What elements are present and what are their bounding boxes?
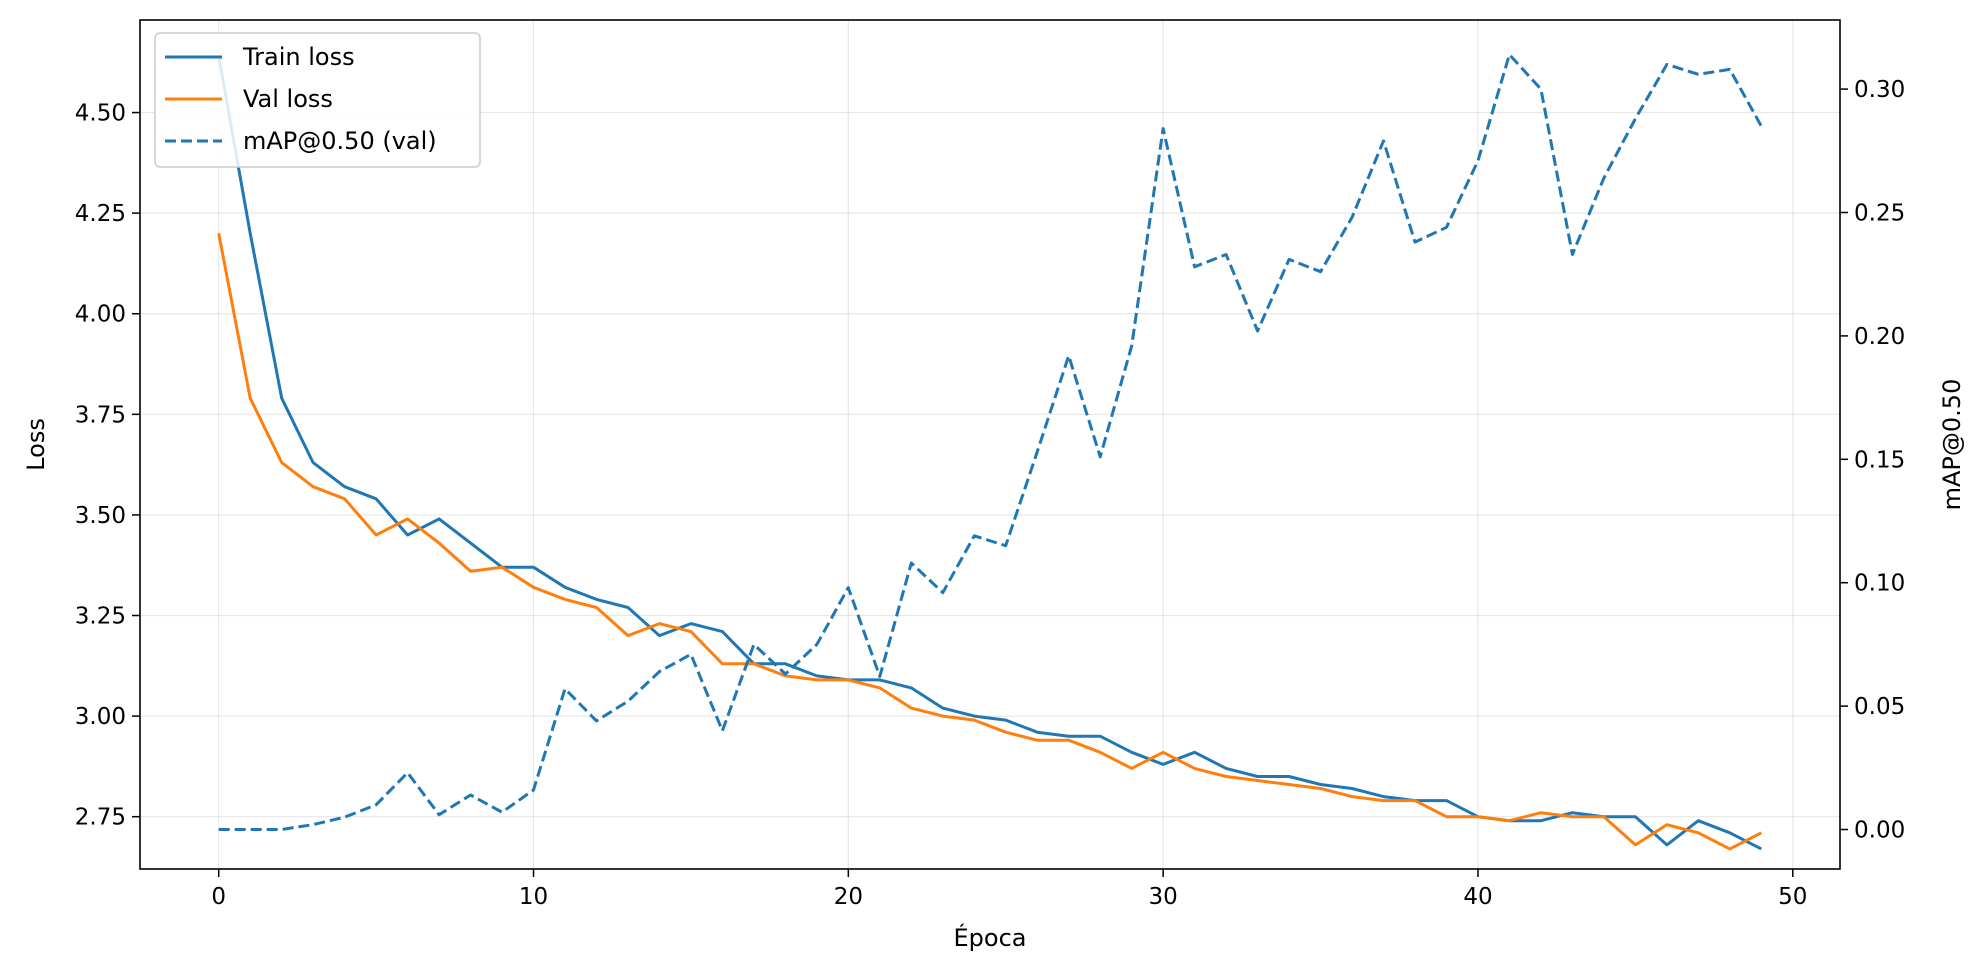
y-left-tick-label: 3.25 — [75, 604, 126, 630]
y-left-tick-label: 4.50 — [75, 101, 126, 127]
y-left-tick-label: 4.00 — [75, 302, 126, 328]
x-axis-label: Época — [954, 923, 1027, 952]
legend-box — [154, 32, 481, 168]
y-right-tick-label: 0.05 — [1854, 694, 1905, 720]
legend: Train loss Val loss mAP@0.50 (val) — [154, 32, 481, 168]
y-left-tick-label: 3.50 — [75, 503, 126, 529]
y-right-axis-ticks: 0.00 0.05 0.10 0.15 0.20 0.25 0.30 — [1840, 77, 1905, 844]
x-tick-label: 20 — [834, 884, 863, 910]
x-tick-label: 10 — [519, 884, 548, 910]
x-axis-ticks: 0 10 20 30 40 50 — [211, 869, 1807, 910]
y-right-tick-label: 0.20 — [1854, 324, 1905, 350]
y-left-tick-label: 3.75 — [75, 402, 126, 428]
series-line-2 — [218, 53, 1763, 831]
series-lines — [217, 53, 1763, 851]
series-line-0 — [217, 55, 1762, 851]
y-right-tick-label: 0.15 — [1854, 447, 1905, 473]
legend-label-train-loss: Train loss — [242, 43, 355, 71]
y-right-tick-label: 0.10 — [1854, 571, 1905, 597]
legend-label-map: mAP@0.50 (val) — [243, 127, 437, 155]
y-right-axis-label: mAP@0.50 — [1938, 379, 1966, 511]
grid — [140, 20, 1840, 869]
y-left-tick-label: 4.25 — [75, 201, 126, 227]
y-right-tick-label: 0.00 — [1854, 818, 1905, 844]
x-tick-label: 30 — [1149, 884, 1178, 910]
y-left-tick-label: 2.75 — [75, 805, 126, 831]
y-right-tick-label: 0.25 — [1854, 201, 1905, 227]
y-left-tick-label: 3.00 — [75, 704, 126, 730]
series-line-1 — [217, 233, 1762, 851]
x-tick-label: 0 — [211, 884, 226, 910]
legend-label-val-loss: Val loss — [243, 85, 333, 113]
x-tick-label: 40 — [1463, 884, 1492, 910]
x-tick-label: 50 — [1778, 884, 1807, 910]
plot-area-frame — [139, 19, 1841, 870]
y-left-axis-label: Loss — [22, 418, 50, 471]
y-right-tick-label: 0.30 — [1854, 77, 1905, 103]
y-left-axis-ticks: 2.75 3.00 3.25 3.50 3.75 4.00 4.25 4.50 — [75, 101, 140, 831]
